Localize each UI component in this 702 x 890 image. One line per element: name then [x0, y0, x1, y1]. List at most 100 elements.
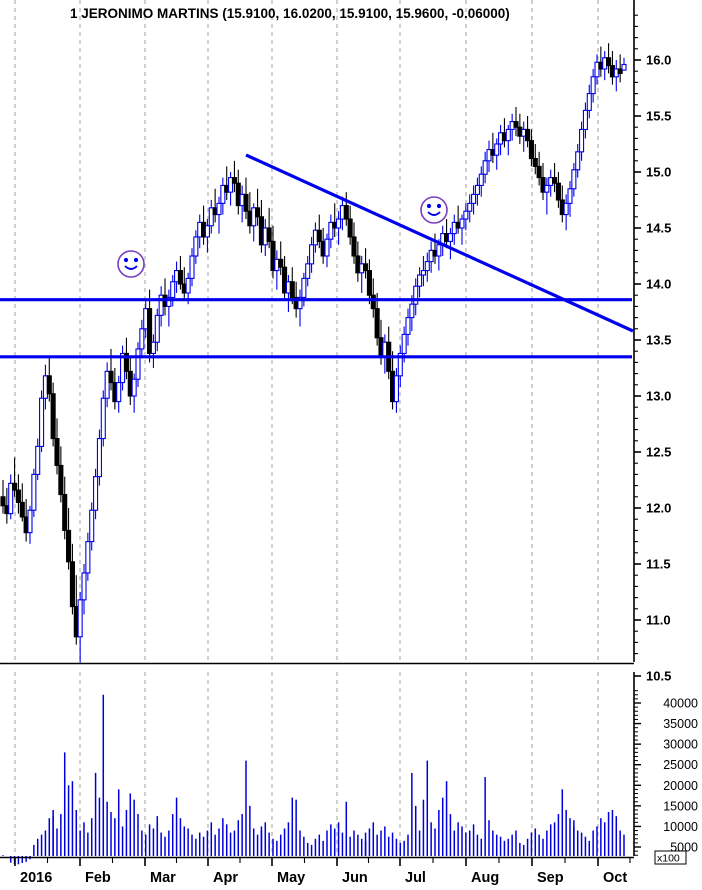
smiley-eye-icon [436, 203, 442, 209]
candle-body [177, 270, 183, 285]
volume-multiplier-box [654, 850, 687, 865]
candle-body [555, 182, 561, 201]
candle-body [413, 285, 419, 305]
candle-body [505, 128, 511, 142]
smiley-mouth-icon [427, 211, 441, 216]
candle-body [409, 303, 415, 319]
candle-body [131, 378, 137, 397]
volume-multiplier-label: x100 [657, 853, 680, 865]
candle-body [347, 218, 353, 238]
candle-body [463, 210, 469, 220]
candle-body [85, 541, 91, 574]
candle-body [436, 244, 442, 257]
candle-body [19, 501, 25, 518]
candle-body [104, 370, 110, 399]
candle-body [8, 482, 14, 515]
time-axis-label-Aug: Aug [471, 870, 499, 886]
candle-body [255, 207, 261, 218]
candle-body [370, 294, 376, 310]
candle-body [328, 221, 334, 240]
candle-body [405, 317, 411, 335]
candle-body [278, 258, 284, 268]
candle-body [586, 93, 592, 111]
descending-trendline[interactable] [245, 153, 634, 333]
candle-body [401, 333, 407, 354]
candle-body [513, 121, 519, 128]
smiley-breakout-july[interactable] [420, 196, 448, 224]
candle-body [185, 277, 191, 294]
time-axis-label-Oct: Oct [603, 870, 627, 886]
candle-body [12, 482, 18, 491]
price-axis-label: 12.5 [646, 445, 671, 460]
candle-body [417, 274, 423, 287]
candle-body [540, 177, 546, 193]
candle-body [297, 296, 303, 310]
smiley-eye-icon [133, 257, 139, 263]
candle-body [58, 464, 64, 496]
candle-body [494, 143, 500, 156]
candle-body [397, 352, 403, 377]
candle-body [459, 218, 465, 229]
candle-body [282, 266, 288, 294]
candle-body [204, 225, 210, 238]
price-axis-label: 11.0 [646, 613, 671, 628]
candle-body [563, 202, 569, 216]
candle-body [50, 393, 56, 440]
candle-body [139, 328, 145, 350]
candle-body [27, 509, 33, 534]
candle-body [424, 261, 430, 272]
smiley-eye-icon [426, 203, 432, 209]
candle-body [96, 438, 102, 478]
price-axis-label: 13.5 [646, 333, 671, 348]
price-axis-label: 15.5 [646, 109, 671, 124]
candle-body [0, 496, 6, 507]
candle-body [266, 227, 272, 242]
candle-body [231, 177, 237, 184]
candle-body [289, 281, 295, 298]
candle-body [594, 61, 600, 78]
candle-body [447, 233, 453, 242]
volume-axis-label: 20000 [663, 779, 698, 793]
candle-body [270, 240, 276, 272]
candle-body [467, 202, 473, 212]
candle-body [170, 281, 176, 298]
smiley-breakout-march[interactable] [117, 250, 145, 278]
candle-body [343, 205, 349, 220]
candle-body [220, 184, 226, 204]
time-axis-label-Jul: Jul [405, 870, 426, 886]
price-axis-label: 11.5 [646, 557, 671, 572]
price-axis-label: 14.0 [646, 277, 671, 292]
candle-body [108, 370, 114, 384]
time-axis-label-Jun: Jun [342, 870, 368, 886]
price-axis-label: 14.5 [646, 221, 671, 236]
candle-body [116, 382, 122, 403]
candle-body [478, 173, 484, 186]
candle-body [336, 218, 342, 229]
price-axis-label: 15.0 [646, 165, 671, 180]
time-axis-label-Apr: Apr [213, 870, 238, 886]
volume-axis-label: 25000 [663, 758, 698, 772]
candle-body [351, 236, 357, 257]
candle-body [363, 263, 369, 272]
candle-body [150, 341, 156, 354]
candle-body [366, 270, 372, 296]
candle-body [582, 109, 588, 130]
candle-body [154, 314, 160, 343]
candle-body [69, 561, 75, 608]
time-axis-label-May: May [277, 870, 305, 886]
candle-body [544, 184, 550, 193]
candle-body [575, 151, 581, 171]
candle-body [193, 236, 199, 257]
time-axis-label-Mar: Mar [150, 870, 176, 886]
volume-axis-label: 35000 [663, 717, 698, 731]
candle-body [147, 308, 153, 354]
candle-body [525, 128, 531, 142]
candle-body [474, 184, 480, 195]
candle-body [81, 572, 87, 601]
candle-body [324, 238, 330, 257]
candle-body [567, 188, 573, 204]
candle-body [31, 473, 37, 511]
candle-body [15, 489, 21, 503]
volume-axis-label: 15000 [663, 799, 698, 813]
